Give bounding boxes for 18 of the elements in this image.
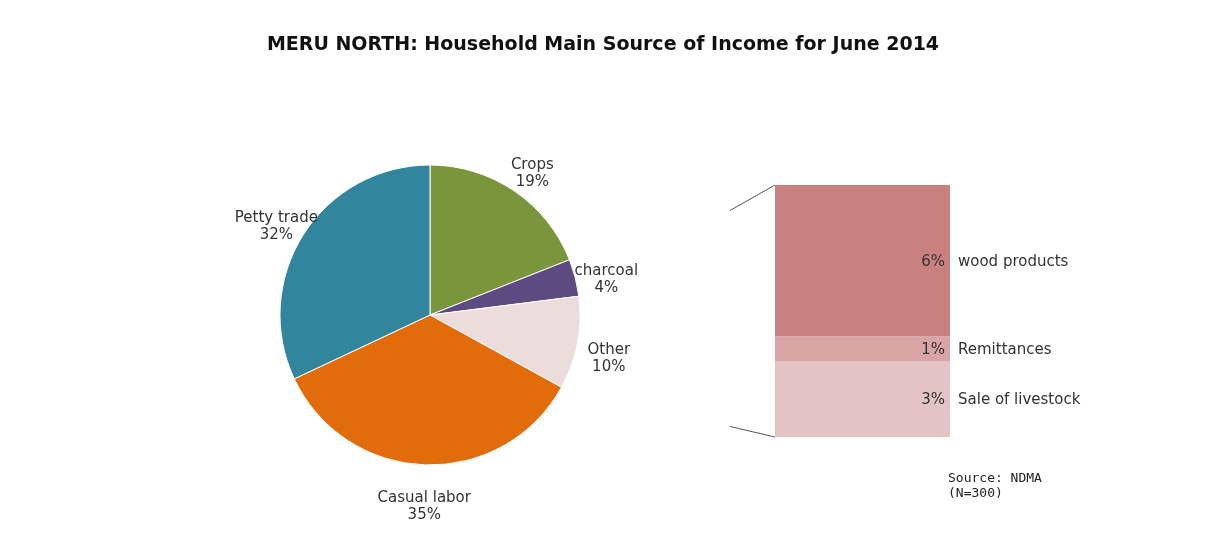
slice-label: charcoal	[574, 260, 639, 279]
slice-label: Crops	[510, 155, 554, 174]
series-label: wood products	[958, 251, 1069, 270]
series-label: Sale of livestock	[958, 390, 1081, 409]
data-label: 1%	[921, 339, 945, 358]
data-label: 3%	[921, 390, 945, 409]
source-note: Source: NDMA (N=300)	[948, 470, 1042, 500]
slice-label: Other	[587, 340, 631, 359]
series-label: Remittances	[958, 339, 1052, 358]
slice-label: Petty trade	[234, 208, 318, 227]
slice-label: Casual labor	[377, 487, 472, 506]
data-label: 35%	[407, 504, 441, 523]
data-label: 6%	[921, 251, 945, 270]
data-label: 10%	[592, 357, 626, 376]
data-label: 4%	[594, 277, 619, 296]
data-label: 32%	[259, 225, 293, 244]
chart-title: MERU NORTH: Household Main Source of Income for June 2014	[265, 32, 941, 54]
data-label: 19%	[515, 172, 549, 191]
